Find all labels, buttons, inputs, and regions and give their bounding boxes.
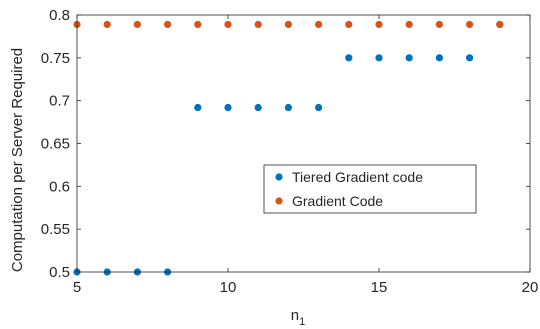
plot-frame: [76, 14, 531, 273]
legend-label-tiered: Tiered Gradient code: [292, 169, 423, 185]
tiered-gradient-point: [466, 54, 474, 62]
tiered-gradient-point: [405, 54, 413, 62]
gradient-code-point: [435, 20, 443, 29]
x-tick-label: 15: [371, 279, 388, 296]
legend-marker-gradient: [275, 197, 283, 205]
tiered-gradient-point: [284, 103, 292, 112]
x-tick-label: 20: [522, 279, 539, 296]
gradient-code-point: [496, 20, 504, 29]
gradient-code-point: [133, 20, 141, 29]
tiered-gradient-point: [254, 103, 262, 112]
gradient-code-point: [284, 20, 292, 29]
legend: Tiered Gradient code Gradient Code: [263, 164, 477, 214]
x-axis-label: n1: [291, 307, 305, 328]
x-axis-label-subscript: 1: [299, 316, 305, 328]
x-tick-label: 5: [73, 279, 81, 296]
y-tick-label: 0.6: [49, 178, 70, 195]
gradient-code-point: [254, 20, 262, 29]
legend-marker-tiered: [275, 173, 283, 181]
y-tick-label: 0.65: [41, 136, 70, 153]
tiered-gradient-point: [375, 54, 383, 62]
x-axis-label-main: n: [291, 307, 299, 324]
y-axis-label: Computation per Server Required: [9, 48, 26, 272]
gradient-code-point: [103, 20, 111, 29]
x-tick-label: 10: [220, 279, 237, 296]
y-tick-label: 0.5: [49, 264, 70, 281]
gradient-code-point: [405, 20, 413, 29]
y-tick-label: 0.8: [49, 7, 70, 24]
tiered-gradient-point: [224, 103, 232, 112]
gradient-code-point: [164, 20, 172, 29]
gradient-code-point: [466, 20, 474, 29]
gradient-code-point: [194, 20, 202, 29]
legend-label-gradient: Gradient Code: [292, 193, 383, 209]
y-tick-label: 0.75: [41, 50, 70, 67]
gradient-code-point: [224, 20, 232, 29]
tiered-gradient-point: [315, 103, 323, 112]
y-tick-label: 0.7: [49, 93, 70, 110]
axes: 5 10 15 20 0.5 0.55 0.6 0.65 0.7 0.75 0.8: [41, 7, 539, 296]
gradient-code-point: [315, 20, 323, 29]
y-tick-label: 0.55: [41, 221, 70, 238]
data-points: [73, 20, 504, 276]
gradient-code-point: [375, 20, 383, 29]
gradient-code-point: [345, 20, 353, 29]
legend-box: [263, 164, 477, 214]
tiered-gradient-point: [435, 54, 443, 62]
tiered-gradient-point: [194, 103, 202, 112]
tiered-gradient-point: [345, 54, 353, 62]
